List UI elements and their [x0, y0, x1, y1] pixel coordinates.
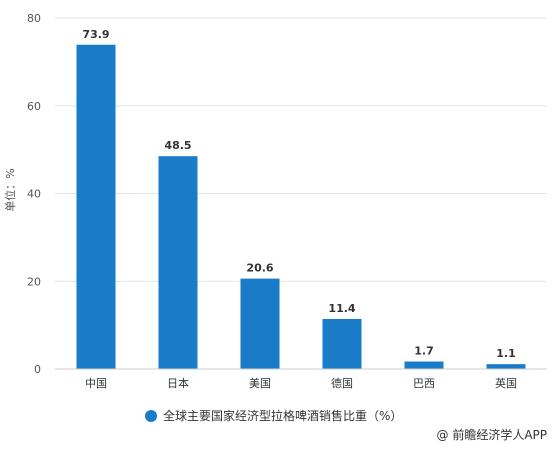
x-axis-categories: 中国 日本 美国 德国 巴西 英国 — [85, 376, 517, 390]
bars — [76, 44, 526, 370]
bar — [158, 156, 198, 369]
data-label: 11.4 — [328, 302, 355, 315]
data-labels: 73.9 48.5 20.6 11.4 1.7 1.1 — [82, 28, 515, 360]
y-axis-ticks: 0 20 40 60 80 — [27, 12, 41, 376]
data-label: 1.7 — [414, 345, 434, 358]
data-label: 20.6 — [246, 262, 273, 275]
x-tick-label: 日本 — [167, 376, 189, 390]
x-tick-label: 英国 — [495, 376, 517, 390]
bar — [76, 44, 116, 370]
legend: 全球主要国家经济型拉格啤酒销售比重（%） — [145, 408, 402, 423]
y-tick-label: 40 — [27, 188, 41, 201]
legend-marker — [145, 410, 157, 422]
x-tick-label: 德国 — [331, 376, 353, 390]
data-label: 48.5 — [164, 139, 191, 152]
bar — [486, 364, 526, 369]
y-tick-label: 20 — [27, 275, 41, 288]
x-tick-label: 中国 — [85, 377, 107, 390]
x-tick-label: 美国 — [249, 377, 271, 390]
data-label: 73.9 — [82, 28, 109, 41]
gridlines — [55, 17, 547, 370]
y-tick-label: 0 — [34, 363, 41, 376]
bar — [322, 318, 362, 369]
legend-label: 全球主要国家经济型拉格啤酒销售比重（%） — [163, 408, 402, 423]
data-label: 1.1 — [496, 347, 516, 360]
x-tick-label: 巴西 — [413, 377, 435, 390]
y-tick-label: 80 — [27, 12, 41, 25]
bar — [404, 361, 444, 369]
bar — [240, 278, 280, 369]
y-tick-label: 60 — [27, 100, 41, 113]
source-credit: @ 前瞻经济学人APP — [436, 428, 548, 442]
y-axis-label: 单位：% — [3, 168, 17, 211]
